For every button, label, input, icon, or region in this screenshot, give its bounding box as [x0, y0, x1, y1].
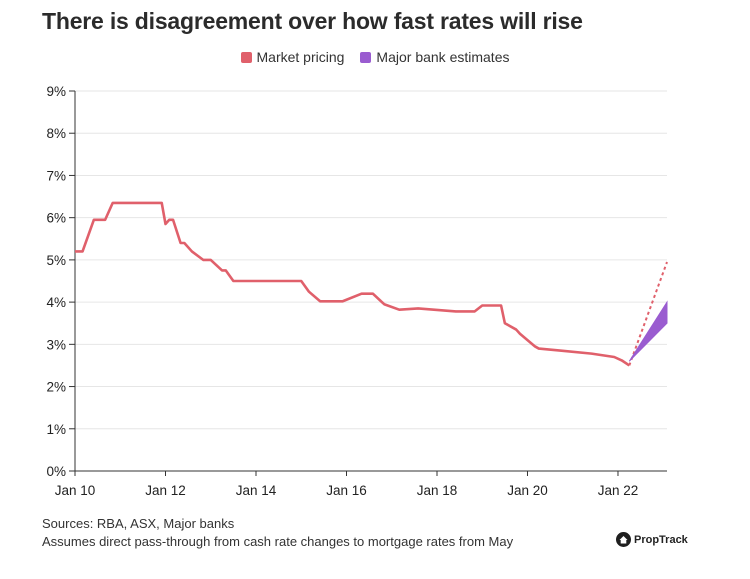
brand-name: PropTrack [634, 533, 688, 546]
x-tick-label: Jan 12 [145, 483, 186, 498]
x-axis-ticks: Jan 10 Jan 12 Jan 14 Jan 16 Jan 18 Jan 20 Jan … [55, 471, 639, 498]
series-bank-estimates-area [628, 300, 668, 362]
series-market-pricing-line [75, 201, 631, 367]
grid-lines [74, 90, 667, 472]
y-tick-label: 2% [46, 380, 66, 395]
y-tick-label: 6% [46, 211, 66, 226]
footer: Sources: RBA, ASX, Major banks Assumes d… [42, 515, 602, 551]
x-tick-label: Jan 10 [55, 483, 96, 498]
y-tick-label: 4% [46, 295, 66, 310]
x-tick-label: Jan 18 [417, 483, 458, 498]
series-market-pricing-forecast-line [628, 261, 668, 366]
legend-item-market-pricing[interactable]: Market pricing [240, 49, 345, 65]
y-tick-label: 3% [46, 337, 66, 352]
brand-logo: PropTrack [616, 532, 688, 547]
chart-area: 0%1%2%3%4%5%6%7%8%9% Jan 10 Jan 12 Jan 14 J… [46, 84, 668, 498]
y-tick-label: 8% [46, 126, 66, 141]
x-tick-label: Jan 20 [507, 483, 548, 498]
x-tick-label: Jan 14 [236, 483, 277, 498]
house-icon [616, 532, 631, 547]
y-tick-label: 1% [46, 422, 66, 437]
y-tick-label: 7% [46, 168, 66, 183]
legend-label-bank-estimates: Major bank estimates [376, 49, 510, 65]
legend: Market pricing Major bank estimates [0, 49, 750, 65]
legend-label-market-pricing: Market pricing [256, 49, 345, 65]
y-tick-label: 5% [46, 253, 66, 268]
legend-swatch-market-pricing [240, 51, 252, 63]
x-tick-label: Jan 22 [598, 483, 639, 498]
y-axis-ticks: 0% 1% 2% 3% 4% 5% 6% 7% 8% 9% [46, 84, 75, 479]
legend-item-bank-estimates[interactable]: Major bank estimates [360, 49, 509, 65]
legend-swatch-bank-estimates [360, 51, 372, 63]
series-marks [75, 201, 668, 367]
x-tick-label: Jan 16 [326, 483, 367, 498]
sources-text: Sources: RBA, ASX, Major banks [42, 516, 235, 531]
y-tick-label: 9% [46, 84, 66, 99]
y-tick-label: 0% [46, 464, 66, 479]
chart-title: There is disagreement over how fast rate… [42, 8, 583, 34]
note-text: Assumes direct pass-through from cash ra… [42, 534, 514, 549]
